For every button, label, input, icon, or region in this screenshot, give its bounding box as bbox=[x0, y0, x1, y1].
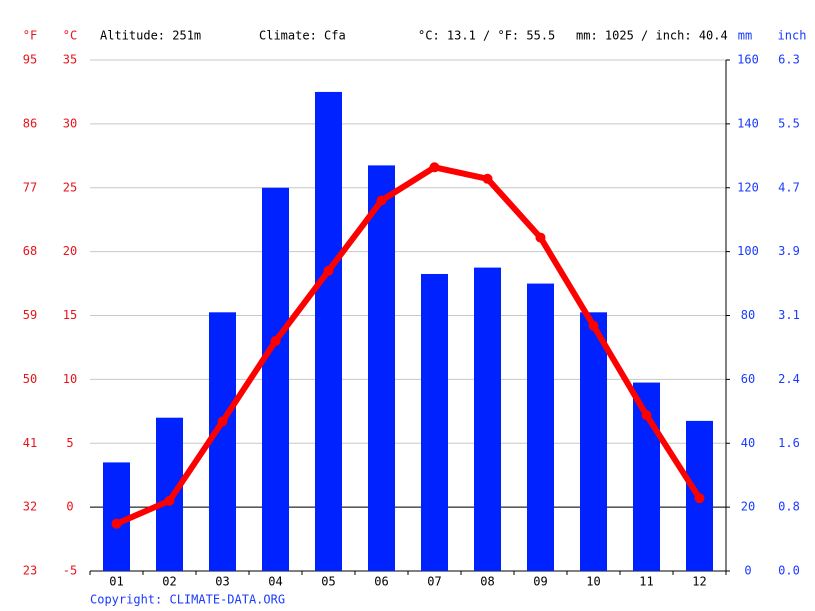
y2-tick-label-inch: 4.7 bbox=[778, 180, 800, 194]
bar bbox=[262, 187, 289, 571]
y2-tick-label-inch: 2.4 bbox=[778, 372, 800, 386]
temperature-point bbox=[429, 162, 440, 173]
temperature-point bbox=[270, 336, 281, 347]
bar bbox=[474, 267, 501, 571]
x-tick-label: 11 bbox=[639, 575, 653, 589]
y2-tick-label-inch: 3.1 bbox=[778, 308, 800, 322]
x-tick-label: 12 bbox=[692, 575, 706, 589]
y2-tick-label: 120 bbox=[737, 180, 759, 194]
y-tick-label: 35 bbox=[63, 53, 77, 67]
y-tick-label-f: 95 bbox=[23, 53, 37, 67]
y-tick-label: 30 bbox=[63, 116, 77, 130]
unit-f: °F bbox=[23, 29, 37, 43]
unit-inch: inch bbox=[778, 29, 807, 43]
y-tick-label: 25 bbox=[63, 180, 77, 194]
y2-tick-label: 80 bbox=[741, 308, 755, 322]
bar bbox=[156, 417, 183, 571]
temperature-point bbox=[641, 410, 652, 421]
temperature-point bbox=[111, 518, 122, 529]
y-tick-label: 10 bbox=[63, 372, 77, 386]
y2-tick-label-inch: 6.3 bbox=[778, 53, 800, 67]
y2-tick-label-inch: 1.6 bbox=[778, 436, 800, 450]
x-tick-label: 03 bbox=[215, 575, 229, 589]
x-tick-label: 02 bbox=[162, 575, 176, 589]
bar bbox=[209, 312, 236, 571]
x-tick-label: 09 bbox=[533, 575, 547, 589]
temperature-point bbox=[694, 493, 705, 504]
bar bbox=[580, 312, 607, 571]
temperature-point bbox=[588, 320, 599, 331]
temperature-point bbox=[482, 173, 493, 184]
temperature-point bbox=[217, 416, 228, 427]
y-tick-label-f: 32 bbox=[23, 500, 37, 514]
y-tick-label-f: 59 bbox=[23, 308, 37, 322]
bar bbox=[527, 283, 554, 571]
y-tick-label-f: 23 bbox=[23, 564, 37, 578]
climate: Climate: Cfa bbox=[259, 29, 346, 43]
y2-tick-label: 20 bbox=[741, 500, 755, 514]
temperature-line bbox=[115, 164, 703, 527]
mean-temperature: °C: 13.1 / °F: 55.5 bbox=[418, 29, 555, 43]
y-tick-label: -5 bbox=[63, 564, 77, 578]
y2-tick-label: 60 bbox=[741, 372, 755, 386]
x-tick-label: 08 bbox=[480, 575, 494, 589]
y-tick-label: 0 bbox=[66, 500, 73, 514]
total-precipitation: mm: 1025 / inch: 40.4 bbox=[576, 29, 728, 43]
y2-tick-label: 160 bbox=[737, 53, 759, 67]
y2-tick-label: 140 bbox=[737, 116, 759, 130]
x-tick-label: 04 bbox=[268, 575, 282, 589]
temperature-point bbox=[535, 232, 546, 243]
x-tick-label: 01 bbox=[109, 575, 123, 589]
copyright: Copyright: CLIMATE-DATA.ORG bbox=[90, 593, 285, 607]
bar bbox=[421, 273, 448, 571]
y-tick-label: 15 bbox=[63, 308, 77, 322]
y2-tick-label: 0 bbox=[744, 564, 751, 578]
y2-tick-label: 100 bbox=[737, 244, 759, 258]
y-tick-label: 5 bbox=[66, 436, 73, 450]
bar bbox=[315, 91, 342, 571]
y2-tick-label-inch: 0.8 bbox=[778, 500, 800, 514]
y-tick-label-f: 68 bbox=[23, 244, 37, 258]
x-tick-label: 10 bbox=[586, 575, 600, 589]
y-tick-label: 20 bbox=[63, 244, 77, 258]
temperature-point bbox=[164, 495, 175, 506]
y-tick-label-f: 41 bbox=[23, 436, 37, 450]
temperature-point bbox=[376, 195, 387, 206]
bar bbox=[368, 165, 395, 572]
temperature-point bbox=[323, 265, 334, 276]
y-tick-label-f: 86 bbox=[23, 116, 37, 130]
altitude: Altitude: 251m bbox=[100, 29, 201, 43]
y2-tick-label: 40 bbox=[741, 436, 755, 450]
x-tick-label: 05 bbox=[321, 575, 335, 589]
unit-mm: mm bbox=[738, 29, 752, 43]
y2-tick-label-inch: 5.5 bbox=[778, 116, 800, 130]
x-tick-label: 07 bbox=[427, 575, 441, 589]
x-tick-label: 06 bbox=[374, 575, 388, 589]
unit-c: °C bbox=[63, 29, 77, 43]
y2-tick-label-inch: 3.9 bbox=[778, 244, 800, 258]
y-tick-label-f: 50 bbox=[23, 372, 37, 386]
y-tick-label-f: 77 bbox=[23, 180, 37, 194]
y2-tick-label-inch: 0.0 bbox=[778, 564, 800, 578]
